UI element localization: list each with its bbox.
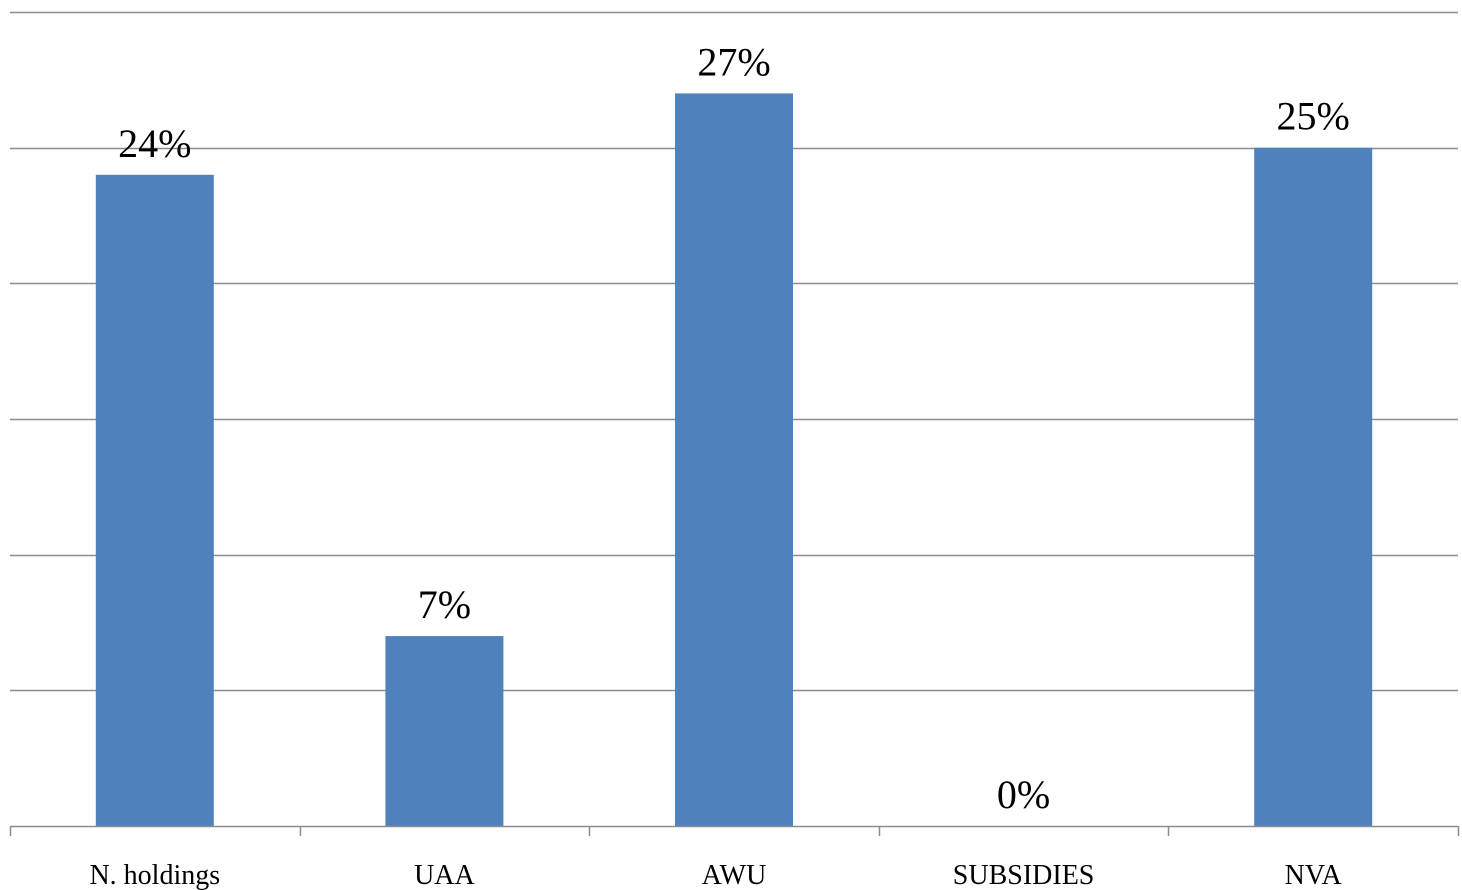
category-label-0: N. holdings: [89, 860, 220, 890]
data-label-2: 27%: [697, 39, 770, 84]
data-label-3: 0%: [997, 772, 1050, 817]
x-axis: [9, 825, 1460, 836]
category-label-2: AWU: [702, 860, 767, 890]
bar-2: [675, 93, 793, 826]
data-label-4: 25%: [1277, 94, 1350, 139]
category-label-3: SUBSIDIES: [953, 860, 1095, 890]
category-label-4: NVA: [1285, 860, 1343, 890]
bars: [95, 93, 1373, 827]
bar-1: [385, 636, 504, 826]
data-labels: 24% 7% 27% 0% 25%: [118, 39, 1350, 817]
category-label-1: UAA: [414, 860, 475, 890]
data-label-0: 24%: [118, 121, 191, 166]
bar-0: [95, 174, 214, 827]
bar-4: [1254, 147, 1373, 826]
category-labels: N. holdings UAA AWU SUBSIDIES NVA: [89, 860, 1342, 890]
data-label-1: 7%: [418, 582, 471, 627]
